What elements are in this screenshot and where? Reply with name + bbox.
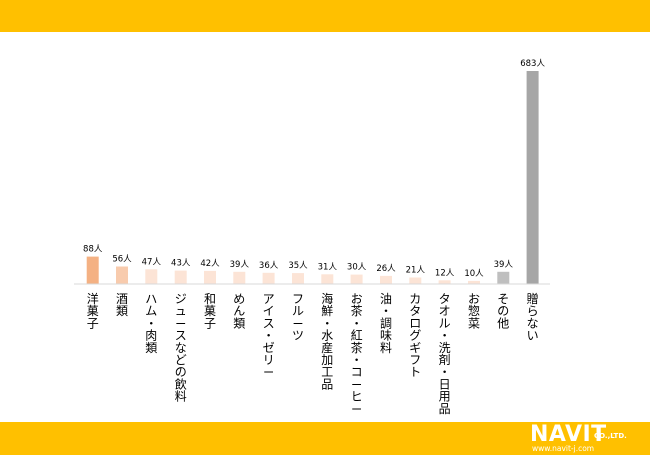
bar-9 — [350, 274, 363, 284]
value-label-2: 47人 — [142, 257, 162, 267]
category-labels-group: 洋菓子 酒類 ハム・肉類 ジュースなどの飲料 和菓子 めん類 アイス・ゼリー フルーツ 海鮮・水… — [87, 291, 539, 416]
value-label-8: 31人 — [318, 262, 338, 272]
value-label-9: 30人 — [347, 263, 367, 273]
bar-7 — [292, 273, 304, 284]
bar-14 — [497, 271, 510, 284]
value-label-3: 43人 — [171, 259, 191, 269]
bar-13 — [468, 280, 480, 284]
value-label-10: 26人 — [376, 264, 396, 274]
category-label-11: カタログギフト — [409, 292, 421, 379]
value-label-12: 12人 — [435, 268, 455, 278]
category-label-5: めん類 — [233, 292, 245, 330]
bottom-banner — [0, 422, 650, 455]
category-label-2: ハム・肉類 — [145, 292, 157, 355]
bar-8 — [321, 274, 334, 284]
value-label-11: 21人 — [406, 266, 426, 276]
category-label-0: 洋菓子 — [87, 291, 99, 330]
category-label-8: 海鮮・水産加工品 — [321, 291, 333, 391]
bar-12 — [438, 280, 451, 284]
bar-chart: 88人 56人 47人 43人 42人 39人 36人 35人 31人 30人 26人 21人 12人 1… — [74, 59, 550, 416]
logo-brand: NAVIT — [530, 422, 607, 447]
value-labels-group: 88人 56人 47人 43人 42人 39人 36人 35人 31人 30人 26人 21人 12人 1… — [83, 59, 545, 279]
bar-0 — [86, 256, 99, 284]
bar-11 — [409, 277, 422, 284]
bar-3 — [174, 270, 187, 284]
category-label-10: 油・調味料 — [380, 292, 392, 355]
category-label-9: お茶・紅茶・コーヒー — [351, 292, 363, 416]
bars-group — [86, 71, 539, 284]
top-banner — [0, 0, 650, 32]
value-label-4: 42人 — [200, 259, 220, 269]
bar-4 — [204, 270, 216, 284]
bar-5 — [233, 271, 246, 284]
navit-logo: NAVIT CO.,LTD. www.navit-j.com — [530, 422, 640, 454]
value-label-0: 88人 — [83, 245, 103, 255]
bar-1 — [116, 266, 128, 284]
category-label-4: 和菓子 — [204, 292, 216, 330]
bar-10 — [380, 275, 392, 284]
bar-2 — [145, 269, 158, 284]
category-label-6: アイス・ゼリー — [263, 292, 275, 379]
value-label-15: 683人 — [520, 59, 545, 69]
value-label-14: 39人 — [494, 260, 514, 270]
value-label-5: 39人 — [230, 260, 250, 270]
value-label-1: 56人 — [112, 255, 132, 265]
bar-6 — [262, 272, 275, 284]
value-label-7: 35人 — [288, 261, 308, 271]
logo-url: www.navit-j.com — [532, 444, 595, 453]
category-label-13: お惣菜 — [468, 292, 480, 330]
category-label-14: その他 — [497, 292, 509, 330]
value-label-13: 10人 — [464, 269, 484, 279]
logo-company-suffix: CO.,LTD. — [594, 432, 627, 440]
bar-15 — [526, 71, 539, 284]
category-label-12: タオル・洗剤・日用品 — [439, 292, 451, 416]
category-label-7: フルーツ — [292, 292, 304, 343]
category-label-15: 贈らない — [527, 291, 539, 343]
category-label-3: ジュースなどの飲料 — [175, 292, 187, 404]
value-label-6: 36人 — [259, 261, 279, 271]
category-label-1: 酒類 — [116, 292, 128, 318]
